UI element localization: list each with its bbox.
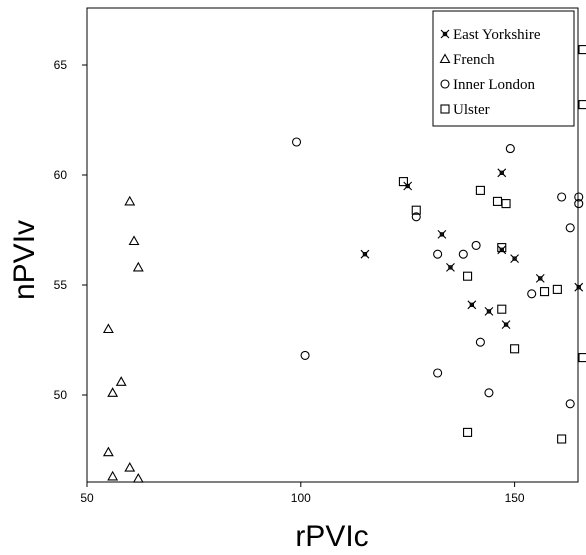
x-axis-label: rPVIc — [295, 520, 368, 553]
point-inner-london — [291, 137, 302, 147]
point-ulster — [463, 427, 473, 437]
point-ulster — [510, 344, 520, 354]
point-inner-london — [484, 388, 494, 398]
point-inner-london — [300, 350, 310, 360]
point-east-yorkshire — [535, 274, 545, 283]
y-axis-label: nPVIv — [8, 220, 41, 300]
point-east-yorkshire — [484, 307, 494, 316]
point-french — [128, 235, 140, 246]
point-french — [102, 446, 114, 457]
point-ulster — [501, 199, 511, 209]
y-tick-label: 55 — [54, 278, 68, 292]
legend-label-ulster: Ulster — [453, 102, 490, 118]
point-ulster — [578, 353, 586, 363]
point-french — [132, 472, 144, 483]
point-ulster — [557, 434, 567, 444]
point-east-yorkshire — [501, 320, 511, 329]
point-ulster — [497, 243, 507, 253]
plot-frame — [86, 7, 579, 483]
point-french — [115, 376, 127, 386]
point-inner-london — [557, 192, 567, 202]
point-ulster — [578, 45, 586, 55]
legend-label-french: French — [453, 52, 495, 68]
point-inner-london — [471, 240, 481, 250]
legend-box — [432, 10, 575, 127]
point-inner-london — [527, 289, 537, 299]
legend-marker-ulster — [440, 104, 450, 114]
legend: East Yorkshire French Inner London Ulster — [432, 10, 575, 127]
point-inner-london — [458, 249, 468, 259]
legend-label-east-yorkshire: East Yorkshire — [453, 27, 541, 43]
point-ulster — [552, 284, 562, 294]
point-inner-london — [433, 249, 443, 259]
point-inner-london — [433, 368, 443, 378]
x-tick-label: 50 — [80, 491, 94, 505]
point-ulster — [578, 100, 586, 110]
legend-entries: East Yorkshire French Inner London Ulster — [439, 27, 541, 118]
point-ulster — [539, 287, 550, 297]
point-east-yorkshire — [497, 245, 507, 255]
point-ulster — [463, 271, 473, 281]
point-east-yorkshire — [437, 230, 447, 239]
x-tick-label: 100 — [291, 491, 311, 505]
y-tick-label: 60 — [54, 168, 68, 182]
legend-marker-french — [439, 53, 451, 64]
point-ulster — [497, 304, 507, 314]
point-french — [124, 195, 136, 206]
point-east-yorkshire — [510, 254, 519, 263]
axis-ticks: 5010015020025050556065 — [54, 58, 525, 505]
point-french — [102, 323, 114, 334]
point-east-yorkshire — [467, 300, 477, 310]
point-ulster — [475, 185, 485, 195]
point-inner-london — [411, 212, 421, 222]
point-french — [124, 461, 136, 472]
point-east-yorkshire — [360, 249, 370, 259]
point-east-yorkshire — [446, 263, 455, 272]
point-inner-london — [505, 144, 515, 154]
legend-marker-inner-london — [440, 79, 450, 89]
x-tick-label: 150 — [505, 491, 525, 505]
y-tick-label: 50 — [54, 388, 68, 402]
y-tick-label: 65 — [54, 58, 68, 72]
legend-label-inner-london: Inner London — [453, 77, 536, 93]
point-inner-london — [475, 337, 485, 347]
point-inner-london — [574, 192, 584, 202]
point-inner-london — [565, 399, 575, 409]
point-french — [132, 261, 144, 272]
point-ulster — [398, 177, 408, 187]
point-ulster — [411, 205, 421, 215]
point-inner-london — [565, 223, 575, 233]
point-inner-london — [574, 199, 584, 209]
point-french — [107, 470, 119, 481]
point-ulster — [492, 196, 503, 206]
point-east-yorkshire — [497, 168, 507, 178]
legend-marker-east-yorkshire — [440, 29, 450, 39]
point-french — [107, 387, 119, 397]
point-east-yorkshire — [574, 282, 584, 292]
